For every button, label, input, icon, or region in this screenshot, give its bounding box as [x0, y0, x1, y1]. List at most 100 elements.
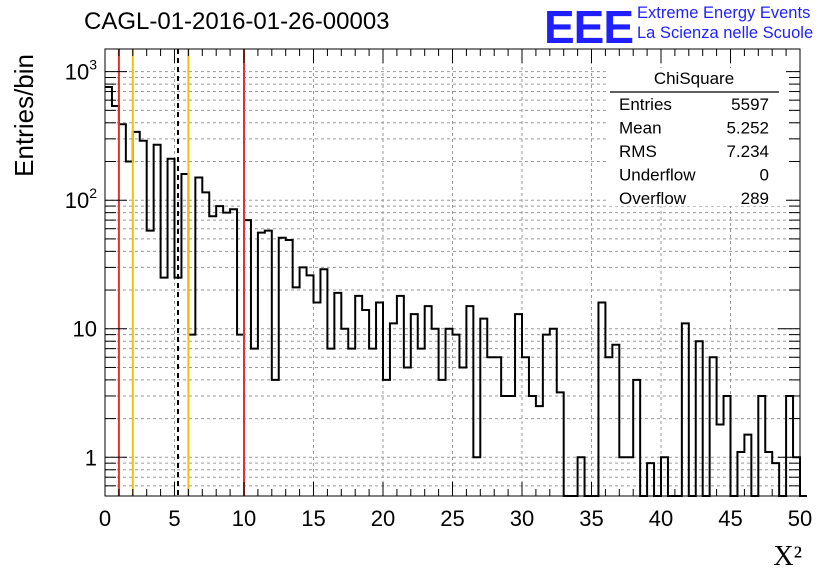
histogram-bar [209, 216, 216, 496]
histogram-bar [293, 287, 300, 496]
histogram-bar [188, 335, 195, 496]
histogram-bar [223, 213, 230, 496]
histogram-bar [314, 303, 321, 496]
stats-value: 5.252 [726, 119, 769, 138]
histogram-bar [112, 106, 119, 496]
histogram-bar [633, 380, 640, 496]
histogram-bar [195, 178, 202, 496]
histogram-bar [133, 132, 140, 496]
histogram-bar [265, 231, 272, 496]
histogram-bar [140, 141, 147, 496]
histogram-bar [487, 357, 494, 496]
stats-label: Overflow [619, 189, 687, 208]
logo-line-2: La Scienza nelle Scuole [637, 24, 814, 42]
histogram-bar [258, 233, 265, 496]
histogram-bar [168, 159, 175, 496]
stats-value: 0 [760, 166, 769, 185]
histogram-bar [362, 310, 369, 496]
histogram-bar [341, 329, 348, 496]
x-tick-labels: 0 5 10 15 20 25 30 35 40 45 50 [99, 506, 812, 531]
stats-title: ChiSquare [654, 69, 734, 88]
stats-label: Underflow [619, 166, 696, 185]
histogram-bar [119, 124, 126, 496]
x-tick-label: 35 [579, 506, 603, 531]
histogram-bar [529, 396, 536, 496]
stats-label: RMS [619, 142, 657, 161]
histogram-bar [272, 380, 279, 496]
histogram-bar [154, 145, 161, 496]
y-tick-label: 102 [65, 185, 97, 213]
eee-logo: EEE Extreme Energy Events La Scienza nel… [544, 1, 834, 53]
histogram-bar [605, 357, 612, 496]
histogram-bar [758, 396, 765, 496]
x-tick-label: 20 [371, 506, 395, 531]
histogram-bar [717, 424, 724, 496]
histogram-bar [383, 380, 390, 496]
histogram-bar [557, 392, 564, 496]
stats-box: ChiSquare Entries 5597 Mean 5.252 RMS 7.234 Un… [606, 68, 786, 208]
histogram-bar [348, 349, 355, 496]
y-axis-label: Entries/bin [9, 54, 39, 177]
histogram-bar [237, 335, 244, 496]
x-tick-label: 5 [168, 506, 180, 531]
histogram-bar [744, 435, 751, 496]
histogram-bar [543, 335, 550, 496]
histogram-bar [647, 463, 654, 496]
histogram-bar [432, 329, 439, 496]
histogram-bar [216, 206, 223, 496]
x-tick-label: 50 [788, 506, 812, 531]
histogram-bar [737, 452, 744, 496]
histogram-bar [550, 329, 557, 496]
histogram-bar [334, 293, 341, 496]
histogram-bar [536, 406, 543, 496]
x-tick-label: 25 [440, 506, 464, 531]
reference-lines [117, 49, 245, 496]
histogram-bar [786, 396, 793, 496]
histogram-bar [508, 396, 515, 496]
histogram-bar [251, 349, 258, 496]
histogram-bar [446, 329, 453, 496]
x-tick-label: 30 [510, 506, 534, 531]
x-tick-label: 10 [232, 506, 256, 531]
logo-line-1: Extreme Energy Events [637, 4, 811, 22]
histogram-bar [501, 396, 508, 496]
x-tick-label: 0 [99, 506, 111, 531]
histogram-bar [202, 192, 209, 496]
histogram-bar [522, 357, 529, 496]
histogram-bar [765, 452, 772, 496]
stats-value: 7.234 [726, 142, 769, 161]
histogram-bar [105, 87, 112, 496]
stats-label: Entries [619, 95, 672, 114]
histogram-bar [453, 335, 460, 496]
histogram-bar [772, 463, 779, 496]
histogram-bar [244, 220, 251, 496]
histogram-bar [376, 303, 383, 496]
histogram-bar [724, 396, 731, 496]
stats-box-background [606, 68, 786, 206]
histogram-bar [710, 357, 717, 496]
eee-logo-mark: EEE [544, 1, 634, 53]
histogram-bar [300, 267, 307, 496]
histogram-bar [439, 380, 446, 496]
stats-label: Mean [619, 119, 662, 138]
stats-value: 289 [741, 189, 769, 208]
x-tick-label: 45 [718, 506, 742, 531]
stats-value: 5597 [731, 95, 769, 114]
x-tick-label: 15 [301, 506, 325, 531]
x-axis-label: X² [773, 541, 802, 572]
histogram-bar [320, 269, 327, 496]
y-tick-label: 10 [73, 317, 97, 342]
axis-ticks [104, 49, 801, 497]
histogram-bar [494, 357, 501, 496]
histogram-bar [147, 231, 154, 496]
histogram-bar [230, 209, 237, 496]
histogram-bar [598, 303, 605, 496]
histogram-bar [418, 349, 425, 496]
y-tick-label: 1 [85, 445, 97, 470]
chart-title: CAGL-01-2016-01-26-00003 [84, 8, 390, 35]
x-tick-label: 40 [649, 506, 673, 531]
y-tick-labels: 1 10 102 103 [65, 57, 97, 471]
histogram-bar [369, 349, 376, 496]
y-tick-label: 103 [65, 57, 97, 85]
